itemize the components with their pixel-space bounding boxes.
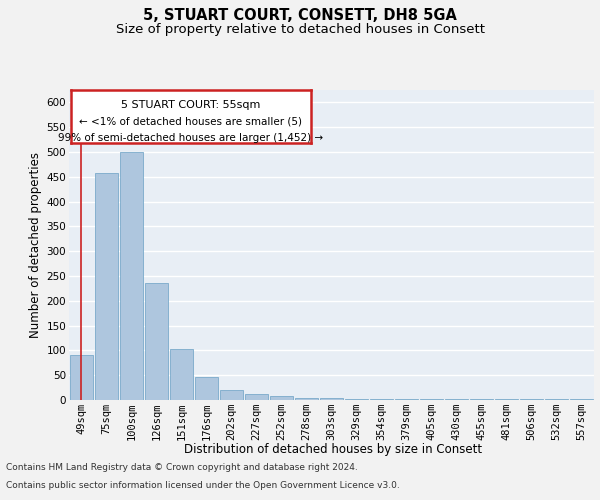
Text: 99% of semi-detached houses are larger (1,452) →: 99% of semi-detached houses are larger (… xyxy=(58,133,323,143)
Text: ← <1% of detached houses are smaller (5): ← <1% of detached houses are smaller (5) xyxy=(79,116,302,126)
Bar xyxy=(470,398,493,400)
Bar xyxy=(70,356,93,400)
Text: Distribution of detached houses by size in Consett: Distribution of detached houses by size … xyxy=(184,442,482,456)
Y-axis label: Number of detached properties: Number of detached properties xyxy=(29,152,43,338)
Bar xyxy=(295,398,318,400)
Bar xyxy=(445,398,468,400)
Text: Contains HM Land Registry data © Crown copyright and database right 2024.: Contains HM Land Registry data © Crown c… xyxy=(6,464,358,472)
Bar xyxy=(145,284,168,400)
Bar xyxy=(245,394,268,400)
Bar xyxy=(120,152,143,400)
Bar xyxy=(270,396,293,400)
Bar xyxy=(95,174,118,400)
Bar xyxy=(345,398,368,400)
Bar xyxy=(395,398,418,400)
Text: Contains public sector information licensed under the Open Government Licence v3: Contains public sector information licen… xyxy=(6,481,400,490)
Text: 5, STUART COURT, CONSETT, DH8 5GA: 5, STUART COURT, CONSETT, DH8 5GA xyxy=(143,8,457,22)
Bar xyxy=(220,390,243,400)
Bar xyxy=(520,398,543,400)
Bar xyxy=(170,349,193,400)
Bar xyxy=(370,398,393,400)
Bar xyxy=(420,398,443,400)
Bar xyxy=(495,398,518,400)
Bar xyxy=(570,398,593,400)
Bar xyxy=(545,398,568,400)
Text: 5 STUART COURT: 55sqm: 5 STUART COURT: 55sqm xyxy=(121,100,260,110)
Bar xyxy=(195,376,218,400)
Bar xyxy=(320,398,343,400)
Text: Size of property relative to detached houses in Consett: Size of property relative to detached ho… xyxy=(115,22,485,36)
